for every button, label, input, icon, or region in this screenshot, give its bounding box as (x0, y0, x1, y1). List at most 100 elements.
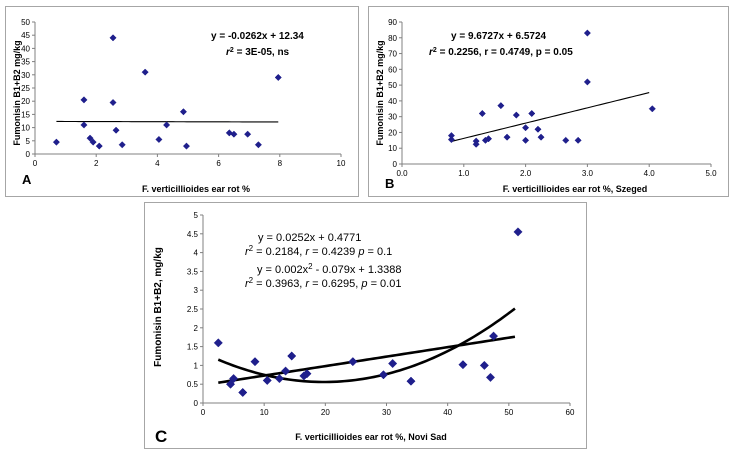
data-point (109, 34, 117, 42)
data-point (348, 357, 358, 367)
data-point (583, 29, 591, 37)
y-tick-label: 40 (21, 44, 30, 53)
data-point (225, 129, 233, 137)
y-tick-label: 15 (21, 110, 30, 119)
data-point (447, 135, 455, 144)
x-tick-label: 20 (321, 408, 330, 417)
y-tick-label: 10 (388, 144, 397, 153)
y-tick-label: 35 (21, 58, 30, 67)
data-point (378, 370, 388, 380)
x-tick-label: 10 (260, 408, 269, 417)
data-point (141, 68, 149, 76)
x-tick-label: 50 (504, 408, 513, 417)
data-point (244, 130, 252, 138)
data-point (479, 360, 489, 370)
chart-b-svg: 0.0 1.0 2.0 3.0 4.0 5.0 0 10 20 30 40 50 60 70 80 90 F.… (375, 18, 717, 194)
y-tick-label: 0 (26, 150, 31, 159)
y-tick-label: 0.5 (187, 380, 199, 389)
data-point (287, 351, 297, 361)
chart-a-panel-label: A (22, 172, 32, 187)
y-tick-label: 30 (21, 71, 30, 80)
chart-b-eq-line2: r2 = 0.2256, r = 0.4749, p = 0.05 (429, 47, 573, 59)
data-point (458, 360, 468, 370)
data-point (513, 227, 523, 237)
data-point (497, 102, 505, 110)
y-tick-label: 0 (194, 399, 199, 408)
data-point (503, 133, 511, 141)
x-tick-label: 6 (216, 159, 221, 168)
y-tick-label: 40 (388, 97, 397, 106)
x-tick-label: 0 (201, 408, 206, 417)
chart-c-eq-line4: r2 = 0.3963, r = 0.6295, p = 0.01 (245, 276, 401, 291)
chart-c-panel-label: C (155, 427, 167, 446)
y-tick-label: 4 (194, 249, 199, 258)
data-point (95, 142, 103, 150)
data-point (262, 375, 272, 385)
chart-c-ylabel: Fumonisin B1+B2, mg/kg (153, 247, 164, 367)
chart-a-ylabel: Fumonisin B1+B2 mg/kg (12, 40, 22, 145)
data-point (562, 136, 570, 144)
chart-b-panel-label: B (385, 176, 394, 191)
y-tick-label: 45 (21, 31, 30, 40)
chart-c-eq-line2: r2 = 0.2184, r = 0.4239 p = 0.1 (245, 244, 392, 259)
chart-c-eq-line3: y = 0.002x2 - 0.079x + 1.3388 (257, 262, 402, 277)
y-tick-label: 90 (388, 18, 397, 27)
y-tick-label: 5 (194, 211, 199, 220)
data-point (179, 108, 187, 116)
data-point (250, 357, 260, 367)
r2-symbol: r (429, 47, 434, 58)
data-point (274, 374, 285, 384)
x-tick-label: 5.0 (705, 169, 717, 178)
data-point (484, 135, 493, 143)
data-point (213, 338, 223, 348)
chart-c-svg: 0 10 20 30 40 50 60 0 0.5 1 1.5 2 2.5 3 3.5 4 4.5 5 F. ve… (153, 211, 575, 446)
x-tick-label: 0 (33, 159, 38, 168)
y-tick-label: 70 (388, 50, 397, 59)
data-point (406, 376, 416, 386)
data-point (229, 374, 239, 384)
y-tick-label: 1.5 (187, 343, 199, 352)
x-tick-label: 4.0 (644, 169, 656, 178)
data-point (163, 121, 171, 129)
y-tick-label: 50 (388, 81, 397, 90)
data-point (522, 136, 530, 144)
data-point (534, 125, 542, 133)
data-point (281, 366, 291, 376)
data-point (80, 96, 88, 104)
chart-c-eq-line1: y = 0.0252x + 0.4771 (258, 232, 361, 244)
data-point (238, 387, 248, 398)
x-tick-label: 2 (94, 159, 99, 168)
chart-panel-a: 0 2 4 6 8 10 0 5 10 15 20 25 30 35 40 45 50 F. verticill… (5, 6, 359, 197)
data-point (648, 105, 656, 113)
data-point (522, 124, 530, 132)
y-tick-label: 3 (194, 286, 199, 295)
data-point (512, 111, 520, 119)
y-tick-label: 5 (26, 137, 31, 146)
data-point (485, 372, 496, 382)
y-tick-label: 4.5 (187, 230, 199, 239)
data-point (230, 130, 238, 138)
x-tick-label: 2.0 (520, 169, 532, 178)
data-point (52, 138, 60, 146)
data-point (254, 141, 262, 149)
x-tick-label: 60 (566, 408, 575, 417)
x-tick-label: 4 (155, 159, 160, 168)
data-point (528, 109, 536, 118)
chart-b-eq-line1: y = 9.6727x + 6.5724 (451, 31, 547, 42)
x-tick-label: 30 (382, 408, 391, 417)
linear-fit-line (56, 120, 279, 123)
y-tick-label: 2.5 (187, 305, 199, 314)
x-tick-label: 3.0 (582, 169, 594, 178)
x-tick-label: 8 (278, 159, 283, 168)
y-tick-label: 3.5 (187, 267, 199, 276)
chart-a-svg: 0 2 4 6 8 10 0 5 10 15 20 25 30 35 40 45 50 F. verticill… (12, 18, 346, 194)
data-point (488, 331, 499, 341)
y-tick-label: 0 (393, 160, 398, 169)
data-point (274, 73, 282, 81)
data-point (583, 78, 591, 86)
r2-symbol: r (245, 246, 250, 258)
y-tick-label: 25 (21, 84, 30, 93)
y-tick-label: 50 (21, 18, 30, 27)
chart-a-eq-line1: y = -0.0262x + 12.34 (211, 31, 304, 42)
data-point (302, 369, 312, 379)
